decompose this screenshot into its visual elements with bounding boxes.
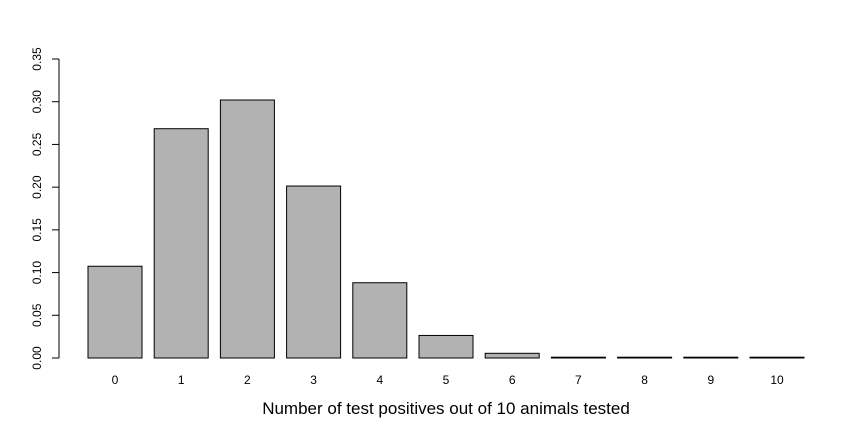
y-tick-label: 0.10 — [30, 261, 44, 285]
x-tick-labels: 0 1 2 3 4 5 6 7 8 9 10 — [112, 373, 784, 387]
x-tick-label: 8 — [641, 373, 648, 387]
bar-3 — [286, 185, 342, 359]
y-tick-label: 0.15 — [30, 218, 44, 242]
bar-4 — [352, 282, 408, 359]
bar-5 — [418, 334, 474, 359]
bar-1 — [153, 128, 209, 359]
bar-9 — [683, 356, 739, 359]
bar-8 — [617, 356, 673, 359]
bar-10 — [749, 356, 805, 359]
bar-6 — [484, 352, 540, 359]
x-tick-label: 2 — [244, 373, 251, 387]
y-tick-label: 0.20 — [30, 175, 44, 199]
x-tick-label: 4 — [376, 373, 383, 387]
x-tick-label: 9 — [707, 373, 714, 387]
x-tick-label: 6 — [509, 373, 516, 387]
y-tick-label: 0.30 — [30, 90, 44, 114]
x-tick-label: 3 — [310, 373, 317, 387]
bar-7 — [550, 356, 606, 359]
y-tick-label: 0.25 — [30, 132, 44, 156]
x-tick-label: 10 — [770, 373, 784, 387]
bar-2 — [219, 99, 275, 359]
y-tick-label: 0.05 — [30, 303, 44, 327]
x-tick-label: 5 — [443, 373, 450, 387]
x-axis-title: Number of test positives out of 10 anima… — [262, 399, 630, 418]
bar-0 — [87, 265, 143, 359]
y-tick-label: 0.00 — [30, 346, 44, 370]
y-axis: 0.00 0.05 0.10 0.15 0.20 0.25 0.30 0.35 — [30, 47, 60, 370]
bars — [87, 99, 805, 359]
x-tick-label: 7 — [575, 373, 582, 387]
y-tick-label: 0.35 — [30, 47, 44, 71]
x-tick-label: 1 — [178, 373, 185, 387]
x-tick-label: 0 — [112, 373, 119, 387]
